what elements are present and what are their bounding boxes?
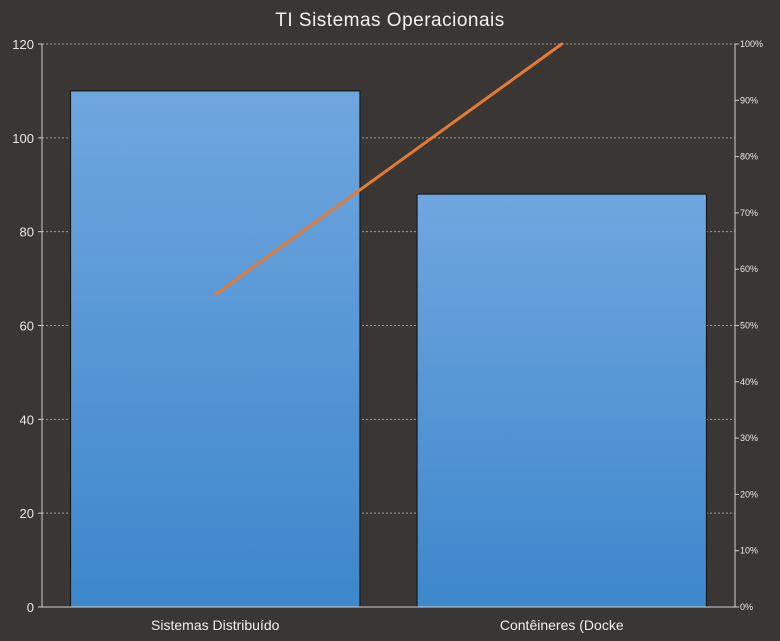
y2-tick-label: 70%: [740, 208, 758, 218]
chart-title: TI Sistemas Operacionais: [275, 10, 505, 31]
y2-tick-label: 40%: [740, 377, 758, 387]
y2-tick-label: 60%: [740, 264, 758, 274]
x-tick-label: Contêineres (Docke: [500, 617, 624, 633]
bars: [70, 90, 707, 608]
y-tick-label: 20: [20, 506, 34, 521]
y-tick-label: 40: [20, 412, 34, 427]
cumulative-line-path: [213, 42, 564, 297]
bar: [416, 193, 707, 608]
axes: 0 20 40 60 80 100 120 0% 10% 20% 30% 40% 50% 60% 70% 80…: [12, 37, 763, 633]
y-tick-label: 0: [27, 600, 34, 615]
y2-tick-label: 100%: [740, 39, 763, 49]
y2-tick-label: 50%: [740, 321, 758, 331]
y2-tick-label: 0%: [740, 602, 753, 612]
y2-tick-label: 90%: [740, 95, 758, 105]
y-tick-label: 120: [12, 37, 34, 52]
y2-tick-label: 10%: [740, 546, 758, 556]
bar: [70, 90, 361, 608]
y-tick-label: 100: [12, 131, 34, 146]
y-tick-label: 60: [20, 319, 34, 334]
x-tick-label: Sistemas Distribuído: [151, 617, 280, 633]
y2-tick-label: 80%: [740, 152, 758, 162]
y2-tick-label: 20%: [740, 489, 758, 499]
cumulative-line: [213, 42, 564, 297]
y-tick-label: 80: [20, 225, 34, 240]
y2-tick-label: 30%: [740, 433, 758, 443]
